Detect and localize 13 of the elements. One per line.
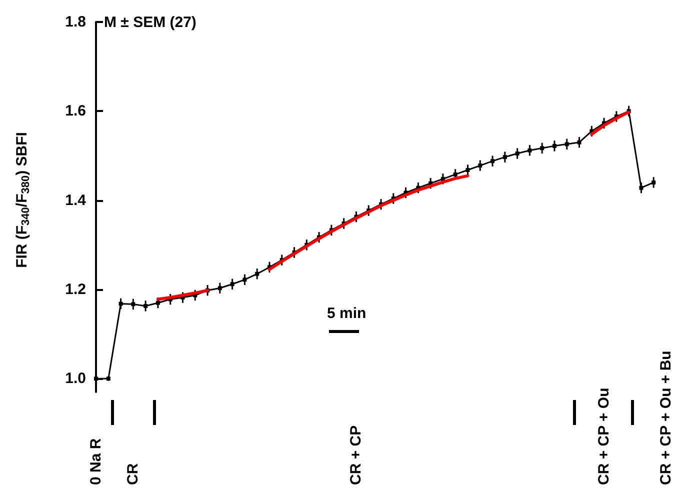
x-tick-label: CR	[124, 463, 142, 485]
y-tick-label: 1.2	[65, 280, 86, 298]
y-tick-label: 1.8	[65, 14, 86, 30]
y-tick-label: 1.0	[65, 370, 86, 388]
annotation: M ± SEM (27)	[104, 14, 196, 31]
annotation: 5 min	[327, 305, 366, 322]
x-tick-label: CR + CP + Ou + Bu	[658, 350, 674, 485]
x-tick-label: CR + CP + Ou	[596, 388, 613, 485]
x-tick-label: CR + CP	[348, 425, 365, 485]
x-tick-label: 0 Na R	[88, 438, 104, 485]
y-tick-label: 1.6	[65, 102, 86, 120]
y-tick-label: 1.4	[65, 192, 87, 209]
y-axis-title: FIR (F340/F380) SBFI	[14, 132, 32, 268]
